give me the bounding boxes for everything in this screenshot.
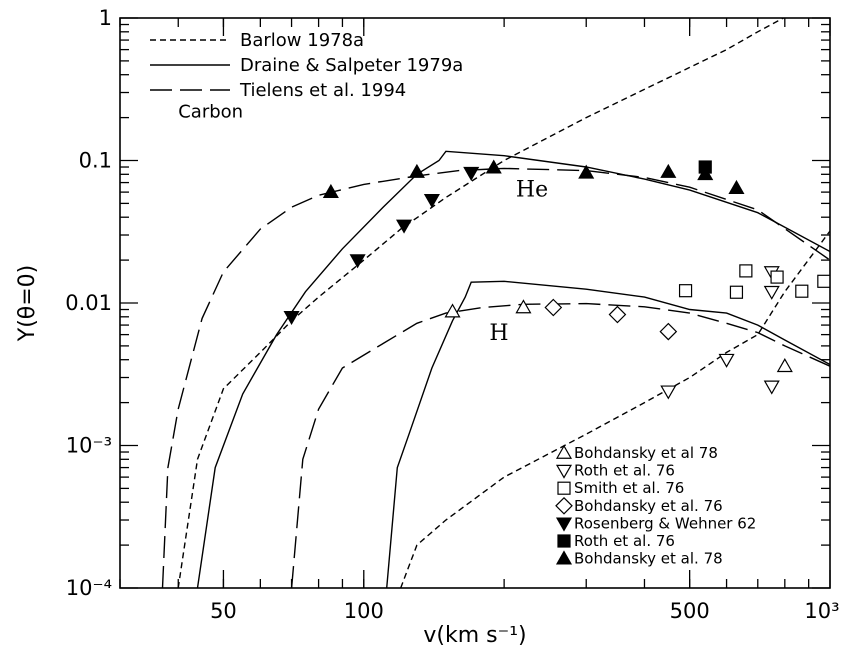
legend-marker-triangle-up-open bbox=[557, 446, 571, 458]
data-point-triangle-down-open bbox=[661, 386, 675, 398]
legend-marker-label: Bohdansky et al. 78 bbox=[574, 550, 723, 568]
data-point-square-open bbox=[796, 285, 808, 297]
data-point-triangle-down-filled bbox=[285, 312, 299, 324]
data-point-square-open bbox=[771, 271, 783, 283]
data-point-triangle-up-filled bbox=[729, 181, 743, 193]
data-point-square-open bbox=[740, 265, 752, 277]
y-tick-label: 10⁻³ bbox=[66, 434, 112, 458]
legend-marker-diamond-open bbox=[556, 498, 572, 514]
x-tick-label: 10³ bbox=[804, 599, 839, 623]
legend-marker-square-filled bbox=[558, 535, 570, 547]
data-point-square-open bbox=[730, 286, 742, 298]
data-point-square-open bbox=[680, 285, 692, 297]
data-point-triangle-down-open bbox=[720, 354, 734, 366]
data-point-diamond-open bbox=[609, 307, 625, 323]
annotation-carbon: Carbon bbox=[178, 102, 243, 123]
legend-marker-triangle-down-open bbox=[557, 465, 571, 477]
x-tick-label: 50 bbox=[210, 599, 237, 623]
x-tick-label: 100 bbox=[344, 599, 384, 623]
data-point-triangle-down-open bbox=[765, 381, 779, 393]
data-point-diamond-open bbox=[545, 299, 561, 315]
legend-marker-label: Roth et al. 76 bbox=[574, 462, 675, 480]
y-tick-label: 0.1 bbox=[79, 149, 112, 173]
data-point-triangle-down-open bbox=[765, 286, 779, 298]
y-tick-label: 10⁻⁴ bbox=[66, 576, 112, 600]
y-tick-label: 1 bbox=[99, 6, 112, 30]
annotations: Carbon He H bbox=[178, 102, 548, 346]
legend-marker-triangle-down-filled bbox=[557, 518, 571, 530]
data-point-triangle-up-open bbox=[516, 300, 530, 312]
legend-label: Barlow 1978a bbox=[240, 30, 364, 51]
legend-marker-label: Bohdansky et al 78 bbox=[574, 444, 718, 462]
legend-marker-triangle-up-filled bbox=[557, 552, 571, 564]
x-axis-title: v(km s⁻¹) bbox=[423, 623, 526, 648]
line-legend: Barlow 1978a Draine & Salpeter 1979a Tiele… bbox=[150, 30, 463, 101]
data-point-diamond-open bbox=[660, 324, 676, 340]
y-axis-title: Y(θ=0) bbox=[15, 265, 40, 343]
data-point-triangle-up-open bbox=[778, 359, 792, 371]
legend-marker-label: Smith et al. 76 bbox=[574, 479, 684, 497]
data-points bbox=[285, 161, 830, 399]
data-point-triangle-up-filled bbox=[487, 161, 501, 173]
data-point-square-open bbox=[818, 275, 830, 287]
data-point-triangle-up-filled bbox=[661, 165, 675, 177]
x-tick-label: 500 bbox=[670, 599, 710, 623]
legend-marker-label: Bohdansky et al. 76 bbox=[574, 497, 723, 515]
annotation-h: H bbox=[489, 321, 508, 346]
legend-label: Tielens et al. 1994 bbox=[239, 80, 406, 101]
data-point-triangle-down-filled bbox=[425, 195, 439, 207]
legend-label: Draine & Salpeter 1979a bbox=[240, 55, 463, 76]
annotation-he: He bbox=[516, 177, 548, 202]
legend-marker-label: Rosenberg & Wehner 62 bbox=[574, 514, 756, 532]
legend-marker-label: Roth et al. 76 bbox=[574, 532, 675, 550]
legend-marker-square-open bbox=[558, 482, 570, 494]
y-tick-label: 0.01 bbox=[65, 291, 112, 315]
